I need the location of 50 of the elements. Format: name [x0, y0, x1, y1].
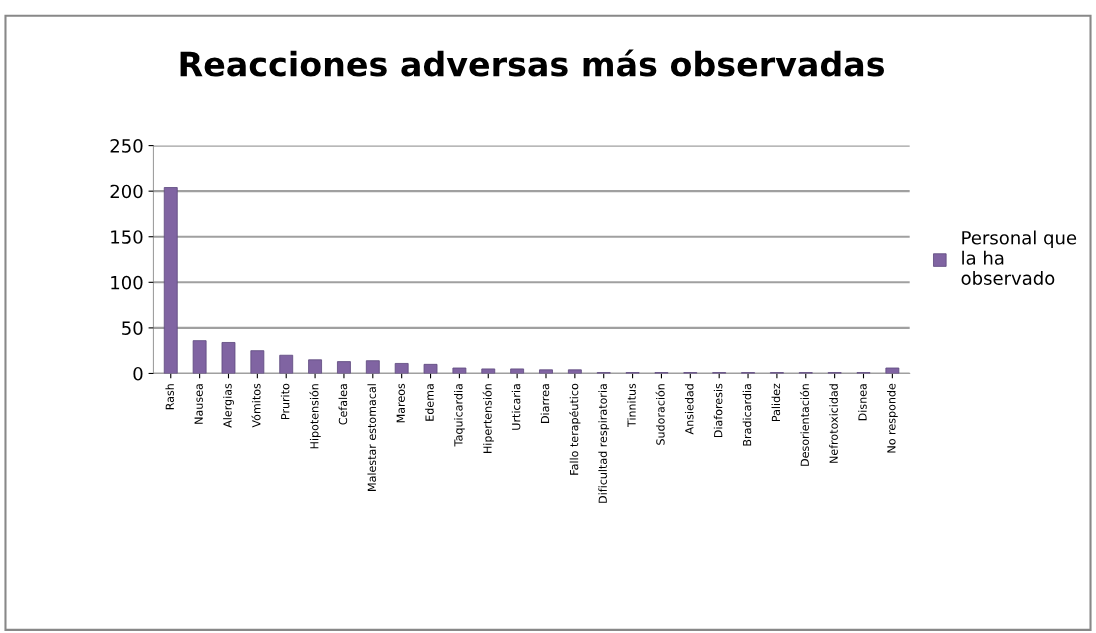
chart-title: Reacciones adversas más observadas	[180, 49, 884, 77]
bar	[192, 340, 207, 374]
x-tick-label: Mareos	[396, 383, 405, 423]
x-tick-label: Alergias	[223, 383, 234, 428]
x-tick-label: Diarrea	[540, 384, 550, 423]
x-tick-label: Urticaria	[511, 384, 521, 430]
bar	[337, 361, 351, 374]
x-tick-label: Bradicardia	[742, 384, 752, 446]
x-tick-label: Vómitos	[251, 383, 261, 428]
bar	[279, 354, 294, 374]
bar	[567, 369, 582, 374]
x-tick-label: Malestar estomacal	[367, 384, 377, 491]
bar	[481, 368, 496, 374]
y-tick-label: 50	[122, 321, 143, 336]
bar	[163, 187, 178, 374]
x-tick-label: Nausea	[194, 384, 203, 424]
bar	[394, 363, 409, 374]
bar	[510, 368, 525, 374]
x-tick-label: Taquicardia	[454, 384, 465, 447]
x-tick-label: Sudoración	[655, 384, 665, 445]
x-tick-label: Fallo terapéutico	[569, 383, 581, 475]
x-tick-label: Nefrotoxicidad	[829, 384, 838, 463]
bar	[423, 363, 438, 374]
x-tick-label: Prurito	[280, 383, 290, 420]
x-tick-label: Dificultad respiratoria	[598, 384, 610, 503]
x-tick-label: Rash	[165, 384, 174, 410]
y-tick-label: 100	[111, 275, 143, 290]
bar	[365, 360, 380, 374]
y-tick-label: 150	[111, 230, 143, 244]
x-tick-label: Edema	[425, 384, 434, 421]
y-tick-label: 250	[110, 139, 143, 153]
bar	[221, 342, 236, 374]
x-tick-label: Palidez	[771, 383, 781, 422]
bar	[885, 367, 900, 374]
x-tick-label: Hipertensión	[482, 384, 494, 453]
x-tick-label: Tinnitus	[627, 383, 636, 428]
bar	[250, 350, 265, 374]
bar	[452, 367, 467, 374]
legend-label: Personal que la ha observado	[961, 230, 1077, 285]
x-tick-label: Hipotensión	[309, 384, 321, 449]
y-tick-label: 0	[133, 366, 143, 381]
x-tick-label: Cefalea	[338, 384, 348, 425]
bar	[539, 369, 553, 374]
y-tick-label: 200	[110, 184, 143, 199]
bar	[308, 359, 322, 374]
x-tick-label: Disnea	[858, 384, 867, 421]
x-tick-label: Ansiedad	[684, 384, 694, 435]
x-tick-label: No responde	[886, 383, 898, 453]
x-tick-label: Diaforesis	[713, 383, 723, 438]
x-tick-label: Desorientación	[799, 384, 809, 466]
